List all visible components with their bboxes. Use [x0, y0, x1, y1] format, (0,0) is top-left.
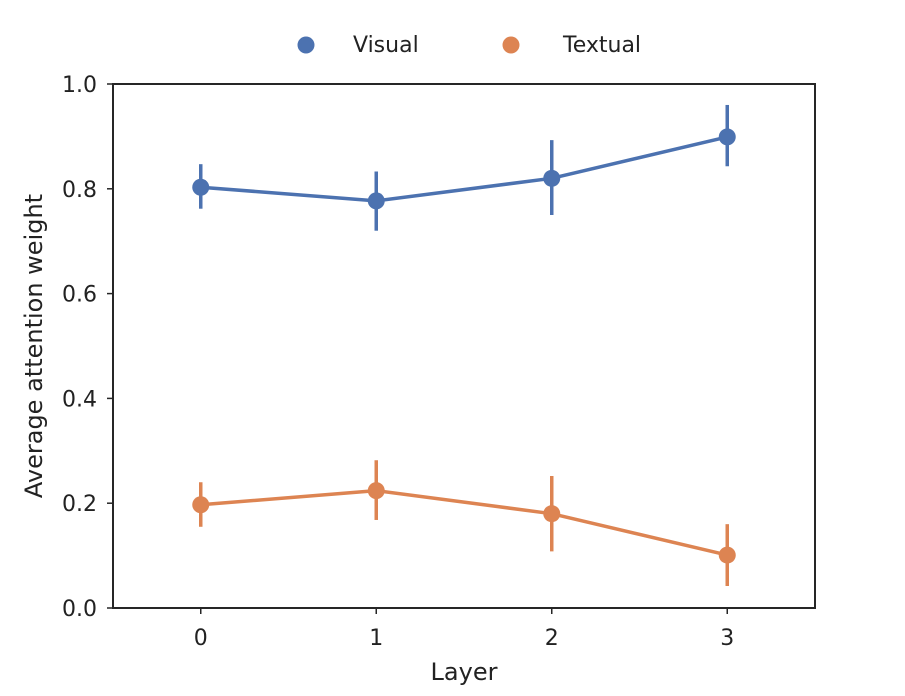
data-point-visual [192, 178, 210, 196]
y-tick-label: 0.6 [62, 283, 97, 308]
data-point-visual [367, 192, 385, 210]
legend-marker-textual [502, 36, 520, 54]
x-tick-label: 0 [194, 626, 208, 651]
legend-label-textual: Textual [562, 33, 641, 58]
data-point-textual [367, 482, 385, 500]
y-tick-label: 0.0 [62, 597, 97, 622]
plot-area [112, 83, 816, 609]
data-point-visual [543, 169, 561, 187]
y-tick-label: 0.8 [62, 178, 97, 203]
y-tick-label: 1.0 [62, 73, 97, 98]
y-tick-label: 0.4 [62, 387, 97, 412]
legend-label-visual: Visual [353, 33, 419, 58]
y-tick-label: 0.2 [62, 492, 97, 517]
y-axis-title: Average attention weight [20, 194, 48, 498]
x-tick-label: 2 [545, 626, 559, 651]
y-axis: 0.0 0.2 0.4 0.6 0.8 1.0 [62, 73, 113, 622]
x-tick-label: 1 [369, 626, 383, 651]
x-tick-label: 3 [720, 626, 734, 651]
axes-frame [112, 83, 816, 609]
data-point-visual [718, 128, 736, 146]
legend: Visual Textual [297, 33, 641, 58]
series-line-visual [199, 135, 729, 203]
data-point-textual [718, 546, 736, 564]
series-line-textual [199, 488, 729, 557]
x-axis-title: Layer [431, 658, 498, 686]
x-axis: 0 1 2 3 [194, 608, 734, 651]
legend-marker-visual [297, 36, 315, 54]
data-point-textual [543, 505, 561, 523]
data-point-textual [192, 496, 210, 514]
